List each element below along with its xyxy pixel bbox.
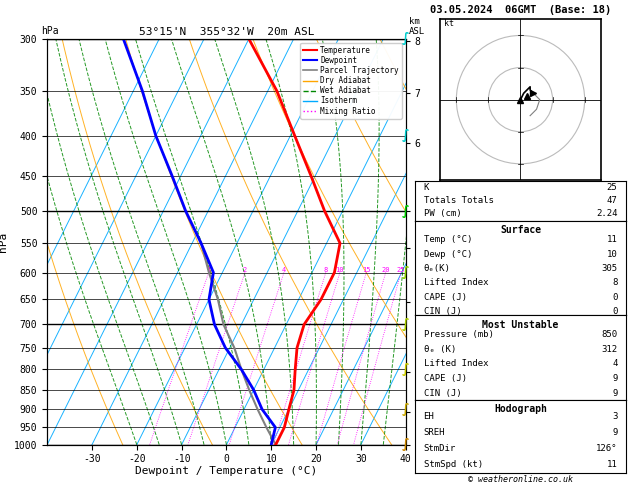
Text: θₑ (K): θₑ (K): [423, 345, 456, 353]
Text: 0: 0: [612, 293, 618, 302]
Text: Lifted Index: Lifted Index: [423, 278, 488, 287]
Text: EH: EH: [423, 412, 434, 421]
Text: Hodograph: Hodograph: [494, 404, 547, 414]
Text: 850: 850: [601, 330, 618, 339]
Text: 10: 10: [607, 249, 618, 259]
Text: 9: 9: [612, 428, 618, 437]
Text: ∫: ∫: [402, 129, 409, 142]
Text: 3: 3: [612, 412, 618, 421]
Title: 53°15'N  355°32'W  20m ASL: 53°15'N 355°32'W 20m ASL: [138, 27, 314, 37]
Text: 312: 312: [601, 345, 618, 353]
Text: 2: 2: [243, 266, 247, 273]
Text: 126°: 126°: [596, 444, 618, 453]
Text: Surface: Surface: [500, 226, 541, 235]
Text: 8: 8: [324, 266, 328, 273]
Text: hPa: hPa: [41, 26, 58, 36]
Text: 10: 10: [336, 266, 344, 273]
Text: SREH: SREH: [423, 428, 445, 437]
Text: Pressure (mb): Pressure (mb): [423, 330, 493, 339]
Text: Totals Totals: Totals Totals: [423, 196, 493, 205]
Text: Most Unstable: Most Unstable: [482, 320, 559, 330]
Text: 11: 11: [607, 460, 618, 469]
Text: Lifted Index: Lifted Index: [423, 359, 488, 368]
Text: PW (cm): PW (cm): [423, 209, 461, 218]
Text: ∫: ∫: [402, 318, 409, 331]
Y-axis label: hPa: hPa: [0, 232, 8, 252]
Text: StmDir: StmDir: [423, 444, 456, 453]
Text: K: K: [423, 184, 429, 192]
Text: 4: 4: [612, 359, 618, 368]
Text: 1: 1: [206, 266, 211, 273]
Text: ∫: ∫: [402, 266, 409, 279]
Text: StmSpd (kt): StmSpd (kt): [423, 460, 482, 469]
Text: θₑ(K): θₑ(K): [423, 264, 450, 273]
X-axis label: Dewpoint / Temperature (°C): Dewpoint / Temperature (°C): [135, 466, 318, 476]
Legend: Temperature, Dewpoint, Parcel Trajectory, Dry Adiabat, Wet Adiabat, Isotherm, Mi: Temperature, Dewpoint, Parcel Trajectory…: [300, 43, 402, 119]
Text: 2.24: 2.24: [596, 209, 618, 218]
Text: CIN (J): CIN (J): [423, 389, 461, 398]
Text: ∫: ∫: [402, 403, 409, 416]
Text: Temp (°C): Temp (°C): [423, 235, 472, 244]
Text: ∫: ∫: [402, 33, 409, 45]
Y-axis label: Mixing Ratio (g/kg): Mixing Ratio (g/kg): [439, 186, 449, 297]
Text: ∫: ∫: [402, 363, 409, 376]
Text: CAPE (J): CAPE (J): [423, 374, 467, 383]
Text: 8: 8: [612, 278, 618, 287]
Text: 9: 9: [612, 389, 618, 398]
Text: 0: 0: [612, 307, 618, 316]
Text: 15: 15: [362, 266, 370, 273]
Text: ∫: ∫: [402, 438, 409, 451]
Text: 47: 47: [607, 196, 618, 205]
Text: 305: 305: [601, 264, 618, 273]
Text: 25: 25: [607, 184, 618, 192]
Text: ∫: ∫: [402, 205, 409, 218]
Text: 4: 4: [282, 266, 286, 273]
Text: km
ASL: km ASL: [409, 17, 425, 36]
Text: 20: 20: [381, 266, 390, 273]
Text: kt: kt: [443, 19, 454, 28]
Text: 25: 25: [397, 266, 405, 273]
Text: © weatheronline.co.uk: © weatheronline.co.uk: [468, 474, 573, 484]
Text: CAPE (J): CAPE (J): [423, 293, 467, 302]
Text: CIN (J): CIN (J): [423, 307, 461, 316]
Text: Dewp (°C): Dewp (°C): [423, 249, 472, 259]
Text: 03.05.2024  06GMT  (Base: 18): 03.05.2024 06GMT (Base: 18): [430, 5, 611, 15]
Text: 11: 11: [607, 235, 618, 244]
Text: 9: 9: [612, 374, 618, 383]
